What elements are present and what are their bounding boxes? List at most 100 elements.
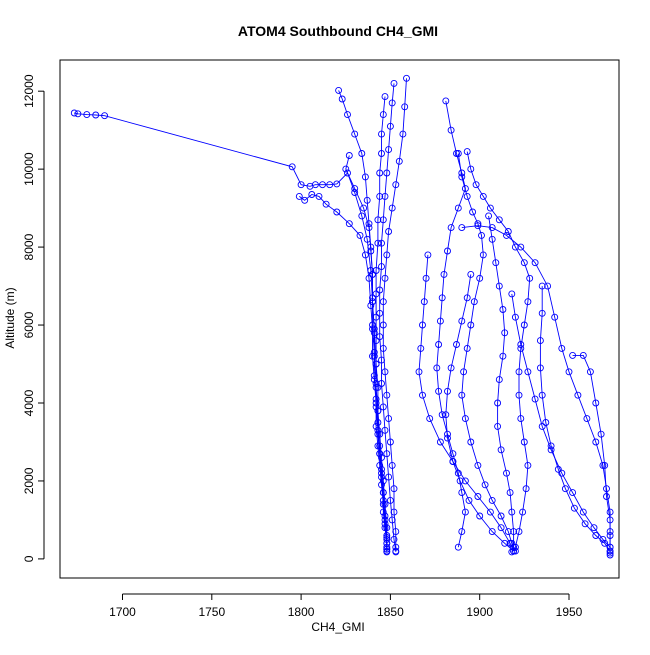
data-point bbox=[383, 450, 391, 458]
data-point bbox=[383, 545, 391, 553]
data-point bbox=[392, 528, 400, 536]
data-point bbox=[465, 496, 473, 504]
data-point bbox=[390, 79, 398, 87]
data-point bbox=[372, 267, 380, 274]
data-point bbox=[510, 547, 518, 555]
data-point bbox=[454, 150, 462, 157]
data-point bbox=[458, 224, 466, 232]
data-point bbox=[379, 489, 387, 497]
data-point bbox=[601, 461, 609, 469]
data-point bbox=[419, 321, 426, 329]
data-point bbox=[599, 461, 607, 469]
data-point bbox=[453, 341, 460, 348]
y-axis: 0 2000 4000 6000 8000 10000 12000 bbox=[22, 74, 45, 562]
data-point bbox=[381, 192, 389, 200]
data-point bbox=[503, 231, 510, 239]
data-point bbox=[495, 216, 503, 224]
data-point bbox=[381, 500, 389, 508]
series-line bbox=[511, 293, 611, 554]
data-point bbox=[463, 344, 471, 352]
data-point bbox=[538, 422, 546, 430]
data-point bbox=[488, 235, 496, 243]
data-point bbox=[356, 231, 364, 239]
data-point bbox=[424, 251, 432, 259]
data-point bbox=[569, 489, 577, 497]
data-point bbox=[342, 165, 350, 173]
data-point bbox=[444, 247, 451, 255]
data-point bbox=[606, 547, 614, 555]
data-point bbox=[606, 549, 614, 557]
data-point bbox=[485, 212, 493, 220]
data-point bbox=[379, 111, 387, 119]
y-axis-label: Altitude (m) bbox=[3, 287, 17, 348]
data-point bbox=[385, 473, 393, 481]
data-point bbox=[458, 489, 466, 497]
data-point bbox=[433, 364, 441, 372]
data-point bbox=[508, 290, 516, 298]
data-point bbox=[381, 512, 389, 520]
data-point bbox=[538, 391, 546, 399]
data-point bbox=[515, 391, 523, 399]
data-point bbox=[444, 387, 451, 395]
data-point bbox=[376, 286, 384, 294]
data-point bbox=[426, 415, 434, 423]
data-point bbox=[517, 341, 525, 348]
data-point bbox=[438, 294, 446, 302]
data-point bbox=[288, 163, 296, 171]
data-point bbox=[388, 516, 396, 524]
data-point bbox=[501, 539, 509, 547]
data-point bbox=[454, 204, 462, 212]
x-tick-label: 1800 bbox=[288, 605, 315, 619]
data-point bbox=[388, 99, 396, 107]
series-line bbox=[418, 254, 515, 552]
x-axis-label: CH4_GMI bbox=[311, 620, 364, 634]
data-point bbox=[392, 543, 400, 551]
data-point bbox=[367, 302, 375, 310]
data-point bbox=[504, 528, 512, 536]
data-point bbox=[494, 422, 502, 430]
data-point bbox=[376, 430, 384, 438]
data-point bbox=[369, 321, 376, 329]
data-point bbox=[345, 220, 353, 228]
data-point bbox=[510, 543, 518, 551]
data-point bbox=[601, 539, 609, 547]
data-point bbox=[386, 438, 394, 446]
data-point bbox=[461, 185, 469, 193]
plot-frame bbox=[59, 59, 620, 579]
data-point bbox=[517, 415, 525, 423]
data-point bbox=[481, 481, 489, 489]
data-point bbox=[70, 109, 78, 117]
series-line bbox=[436, 100, 466, 548]
data-point bbox=[378, 380, 385, 387]
data-point bbox=[101, 112, 109, 120]
data-point bbox=[463, 148, 471, 156]
data-point bbox=[338, 95, 346, 103]
data-point bbox=[315, 192, 323, 200]
data-point bbox=[515, 368, 523, 376]
data-point bbox=[374, 216, 382, 224]
data-point bbox=[376, 309, 384, 317]
data-point bbox=[344, 111, 351, 119]
data-point bbox=[501, 329, 509, 337]
data-point bbox=[378, 465, 385, 473]
data-point bbox=[467, 270, 475, 278]
data-point bbox=[472, 181, 480, 189]
data-point bbox=[369, 270, 376, 278]
data-point bbox=[511, 543, 519, 551]
series-line bbox=[457, 153, 516, 552]
data-point bbox=[590, 524, 598, 532]
data-point bbox=[326, 181, 334, 189]
data-point bbox=[365, 224, 373, 232]
data-point bbox=[361, 251, 369, 259]
data-point bbox=[379, 403, 387, 411]
data-point bbox=[369, 294, 376, 302]
data-point bbox=[390, 535, 398, 543]
data-point bbox=[470, 298, 478, 306]
data-point bbox=[378, 263, 385, 271]
data-point bbox=[453, 150, 460, 157]
series-line bbox=[445, 274, 514, 552]
data-point bbox=[319, 181, 326, 189]
data-point bbox=[378, 454, 385, 462]
data-point bbox=[517, 243, 525, 251]
